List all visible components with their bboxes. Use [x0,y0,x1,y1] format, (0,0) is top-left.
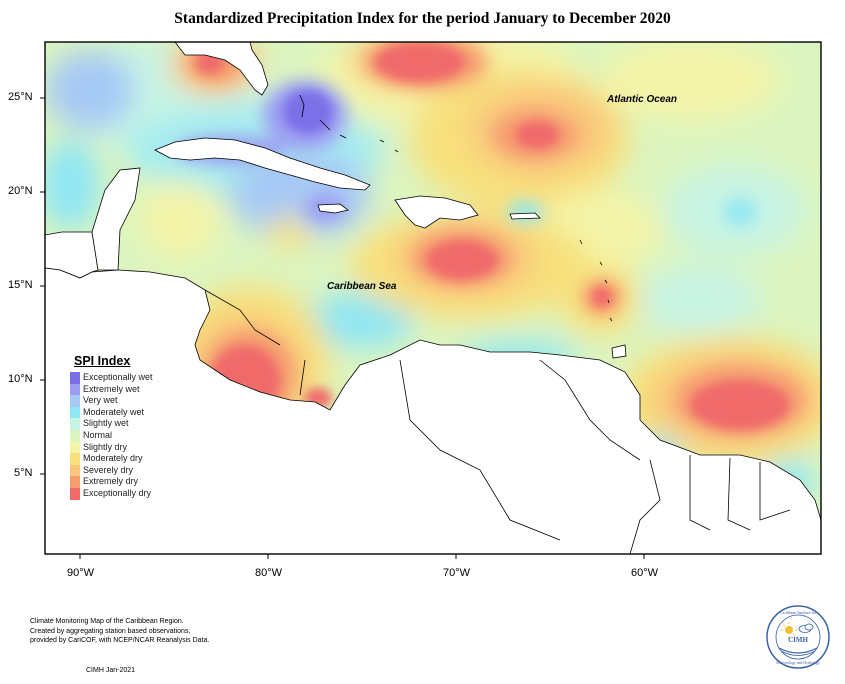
legend-swatch [70,395,80,407]
lon-label-80w: 80°W [255,567,283,579]
legend-label: Slightly wet [83,418,129,429]
lat-label-10n: 10°N [8,373,33,385]
land-jamaica [317,203,349,214]
legend-item: Moderately dry [70,453,182,465]
lon-label-60w: 60°W [631,567,659,579]
legend-label: Severely dry [83,464,134,475]
map-border [44,41,822,555]
land-yucatan [91,167,141,271]
legend-swatch [70,383,80,396]
legend-swatch [70,418,80,430]
ocean-label-caribbean: Caribbean Sea [327,281,397,292]
lat-label-20n: 20°N [8,185,33,197]
land-cuba [154,137,371,191]
land-hispaniola [394,195,479,229]
land-puerto-rico [509,212,541,220]
axis-ticks [40,97,645,559]
land [45,42,821,554]
legend-label: Extremely dry [83,476,139,487]
footnote: Climate Monitoring Map of the Caribbean … [30,617,209,646]
legend-item: Very wet [70,395,182,407]
legend-label: Exceptionally dry [83,487,152,498]
logo-abbr: CIMH [788,636,808,644]
legend-label: Moderately dry [83,453,143,464]
lon-label-70w: 70°W [443,567,471,579]
spi-legend: SPI Index Exceptionally wet Extremely wet… [70,354,182,500]
legend-item: Extremely dry [70,476,182,488]
legend-swatch [70,441,80,454]
lon-label-90w: 90°W [67,567,95,579]
legend-item: Severely dry [70,464,182,477]
land-florida [174,42,269,96]
legend-swatch [70,487,80,500]
legend-title: SPI Index [74,354,131,368]
spi-field [45,42,821,554]
legend-label: Extremely wet [83,383,140,394]
legend-label: Exceptionally wet [83,372,153,382]
legend-item: Moderately wet [70,406,182,419]
legend-swatch [70,464,80,477]
credit-text: CIMH Jan-2021 [86,667,136,674]
sun-icon [781,622,797,638]
logo-ring-top: Caribbean Institute for [780,610,817,615]
legend-swatch [70,406,80,419]
lat-label-15n: 15°N [8,279,33,291]
ocean-label-atlantic: Atlantic Ocean [607,94,678,105]
legend-swatch [70,476,80,488]
cloud-icon [798,623,814,633]
legend-item: Slightly wet [70,418,182,430]
footnote-line: provided by CariCOF, with NCEP/NCAR Rean… [30,637,210,644]
legend-swatch [70,372,80,384]
legend-item: Slightly dry [70,441,182,454]
legend-label: Slightly dry [83,441,128,452]
land-trinidad [611,344,627,359]
legend-item: Extremely wet [70,383,182,396]
footnote-line: Created by aggregating station based obs… [30,627,191,635]
legend-swatch [70,453,80,465]
legend-swatch [70,429,80,442]
legend-item: Exceptionally dry [70,487,182,500]
legend-label: Very wet [83,395,118,406]
legend-label: Normal [83,429,113,440]
legend-item: Normal [70,429,182,442]
legend-item: Exceptionally wet [70,372,182,384]
borders [204,289,791,554]
legend-label: Moderately wet [83,406,145,417]
footnote-line: Climate Monitoring Map of the Caribbean … [30,618,184,625]
cimh-logo: CIMH Caribbean Institute for Meteorology… [766,605,830,669]
lat-label-5n: 5°N [14,467,33,479]
islands [299,94,613,322]
land-central-america [45,267,821,554]
map-title: Standardized Precipitation Index for the… [174,10,671,27]
lat-label-25n: 25°N [8,91,33,103]
logo-ring-bottom: Meteorology and Hydrology [776,661,820,665]
